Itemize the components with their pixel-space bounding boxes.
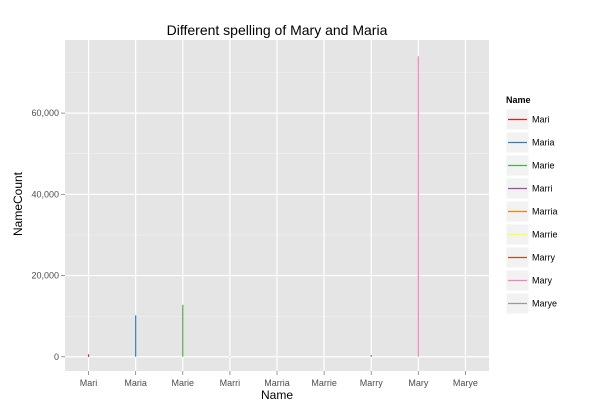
- x-tick-label: Marri: [220, 378, 241, 388]
- legend-label: Mary: [532, 276, 552, 286]
- legend-label: Marry: [532, 253, 555, 263]
- legend-label: Marri: [532, 184, 553, 194]
- y-tick-label: 0: [54, 352, 59, 362]
- legend-label: Mari: [532, 115, 550, 125]
- x-tick-label: Mari: [80, 378, 98, 388]
- chart-title: Different spelling of Mary and Maria: [167, 22, 388, 38]
- x-tick-label: Marie: [172, 378, 195, 388]
- x-tick-label: Maria: [124, 378, 147, 388]
- legend-label: Marria: [532, 207, 558, 217]
- legend-label: Maria: [532, 138, 555, 148]
- y-axis-title: NameCount: [11, 171, 25, 236]
- x-axis-title: Name: [261, 388, 293, 402]
- legend-title: Name: [506, 95, 531, 105]
- plot-panel: [65, 40, 489, 371]
- x-tick-label: Marria: [264, 378, 290, 388]
- y-axis: 0 20,000 40,000 60,000: [31, 108, 65, 362]
- legend: Name Mari Maria Marie Marri Marria Marrie Marr…: [505, 95, 558, 315]
- x-tick-label: Marrie: [311, 378, 337, 388]
- x-tick-label: Marye: [453, 378, 478, 388]
- x-tick-label: Mary: [408, 378, 428, 388]
- x-tick-label: Marry: [360, 378, 383, 388]
- legend-label: Marie: [532, 161, 555, 171]
- y-tick-label: 60,000: [31, 108, 59, 118]
- legend-label: Marye: [532, 299, 557, 309]
- series-layer: [87, 56, 467, 357]
- y-tick-label: 40,000: [31, 189, 59, 199]
- x-axis: Mari Maria Marie Marri Marria Marrie Marry Mary…: [80, 371, 478, 388]
- legend-label: Marrie: [532, 230, 558, 240]
- y-tick-label: 20,000: [31, 271, 59, 281]
